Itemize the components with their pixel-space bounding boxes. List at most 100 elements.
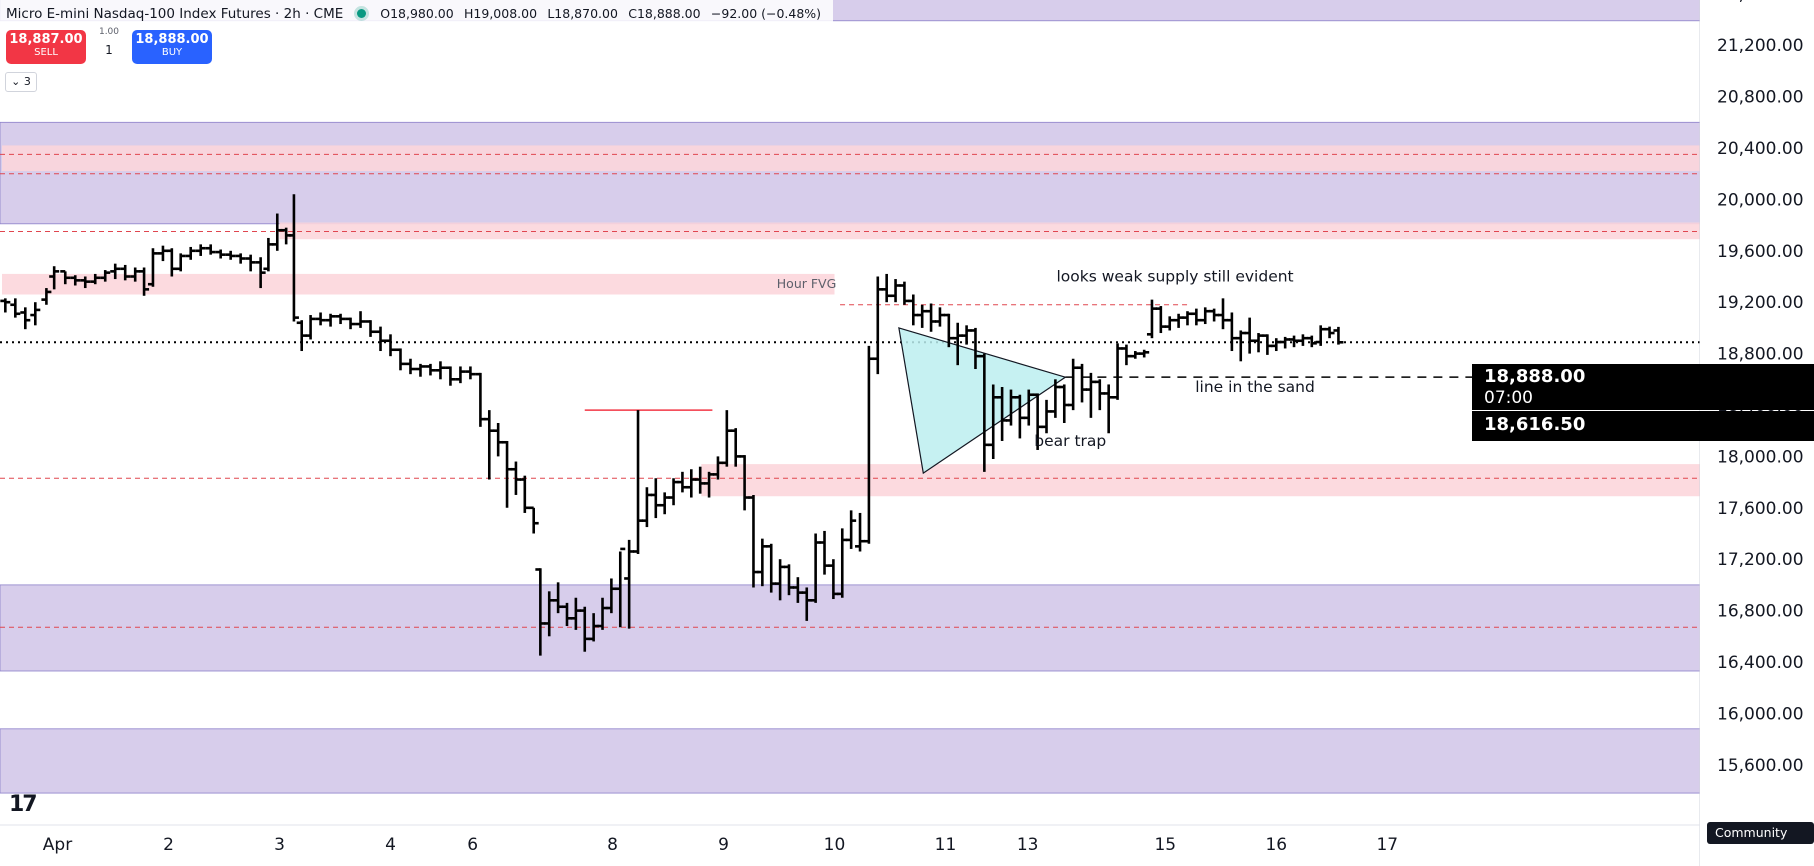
ohlc-bar [1315,325,1326,346]
low-value: L18,870.00 [547,5,618,21]
time-tick-label: 2 [163,835,174,855]
community-hub-button[interactable]: Community hub [1707,822,1814,862]
current-price-tag: 18,888.00 [1472,364,1814,392]
time-tick-label: Apr [43,835,72,855]
ohlc-bar [1146,299,1157,339]
lines-layer [0,153,1700,628]
ohlc-bar [425,363,436,376]
ohlc-bar [633,410,644,555]
ohlc-bar [1173,313,1184,328]
price-tick-label: 16,000.00 [1717,704,1804,724]
ohlc-bar [415,363,426,377]
ohlc-bar [139,267,150,296]
supply-demand-zone[interactable] [0,584,1701,672]
fair-value-gap-zone[interactable] [2,145,1700,172]
ohlc-bar [465,366,476,380]
ohlc-bar [615,547,626,628]
ohlc-bar [41,288,52,305]
open-value: O18,980.00 [380,5,454,21]
chart-annotation[interactable]: bear trap [1034,432,1106,450]
ohlc-bar [70,275,81,286]
ohlc-bar [225,250,236,260]
ohlc-bar [1262,334,1273,355]
supply-demand-zone[interactable] [0,121,1701,225]
ohlc-bar [175,253,186,272]
ohlc-bar [519,475,530,513]
ohlc-bar [1155,306,1166,334]
ohlc-bar [345,317,356,330]
ohlc-bar [1139,349,1150,358]
zones-layer [0,0,1701,794]
ohlc-bar [315,312,326,326]
symbol-title[interactable]: Micro E-mini Nasdaq-100 Index Futures · … [6,5,344,22]
ohlc-bar [1244,317,1255,354]
sell-button[interactable]: 18,887.00 SELL [6,30,86,64]
buy-button[interactable]: 18,888.00 BUY [132,30,212,64]
price-tick-label: 20,400.00 [1717,139,1804,159]
fair-value-gap-zone[interactable] [701,464,1700,497]
triangle-pattern[interactable] [898,327,1067,475]
price-tick-label: 15,600.00 [1717,756,1804,776]
ohlc-bar [365,320,376,337]
price-tick-label: 21,200.00 [1717,36,1804,56]
price-tick-label: 20,000.00 [1717,190,1804,210]
tradingview-logo-icon[interactable]: 17 [9,792,38,817]
ohlc-bar [484,410,495,480]
ohlc-bar [1164,316,1175,331]
quantity-box[interactable]: 1.00 1 [86,27,132,57]
ohlc-values: O18,980.00 H19,008.00 L18,870.00 C18,888… [380,6,827,22]
ohlc-bar [1112,343,1123,400]
ohlc-bar [375,326,386,352]
chart-annotation[interactable]: looks weak supply still evident [1057,268,1294,286]
ohlc-bar [1077,363,1088,403]
change-value: −92.00 (−0.48%) [710,5,822,21]
ohlc-bar [90,273,101,285]
ohlc-bar [455,366,466,384]
ohlc-bar [1041,399,1052,434]
ohlc-bar [757,538,768,587]
ohlc-bar [748,494,759,588]
ohlc-bar [961,325,972,345]
ohlc-bar [881,273,892,303]
price-tick-label: 19,600.00 [1717,242,1804,262]
chart-annotation[interactable]: line in the sand [1195,378,1315,396]
ohlc-bar [30,302,41,326]
fair-value-gap-zone[interactable] [279,222,1701,240]
ohlc-bar [1130,351,1141,359]
line-price-value: 18,616.50 [1484,414,1586,435]
indicators-toggle-button[interactable]: ⌄ 3 [5,72,37,92]
time-tick-label: 11 [935,835,957,855]
time-tick-label: 17 [1376,835,1398,855]
ohlc-bar [1103,384,1114,434]
ohlc-bar [100,270,111,282]
chart-annotation[interactable]: Hour FVG [777,276,837,291]
supply-demand-zone[interactable] [0,728,1701,794]
annotations-layer[interactable]: Hour FVG looks weak supply still evident l… [777,268,1315,450]
ohlc-bar [899,281,910,305]
ohlc-bar [120,264,131,281]
ohlc-bar [1209,308,1220,322]
ohlc-bar [205,244,216,255]
market-status-icon[interactable] [357,9,367,18]
ohlc-bar [846,510,857,549]
ohlc-bar [1085,372,1096,418]
ohlc-bar [157,245,168,262]
ohlc-bar [668,478,679,506]
ohlc-bar [185,246,196,260]
fair-value-gap-zone[interactable] [2,273,835,295]
trading-panel: 18,887.00 SELL 1.00 1 18,888.00 BUY [6,27,212,64]
symbol-legend[interactable]: Micro E-mini Nasdaq-100 Index Futures · … [0,0,834,27]
close-value: C18,888.00 [628,5,701,21]
ohlc-bar [650,478,661,519]
triangle-pattern-layer[interactable] [898,327,1067,475]
ohlc-bar [1200,307,1211,325]
time-axis[interactable]: Apr 2 3 4 6 8 9 10 11 13 15 16 17 [43,835,1398,855]
time-tick-label: 6 [467,835,478,855]
time-tick-label: 4 [385,835,396,855]
ohlc-bar [510,461,521,495]
quantity-value[interactable]: 1 [105,43,113,57]
ohlc-bar [245,254,256,272]
ohlc-bar [166,248,177,277]
ohlc-bar [325,313,336,327]
